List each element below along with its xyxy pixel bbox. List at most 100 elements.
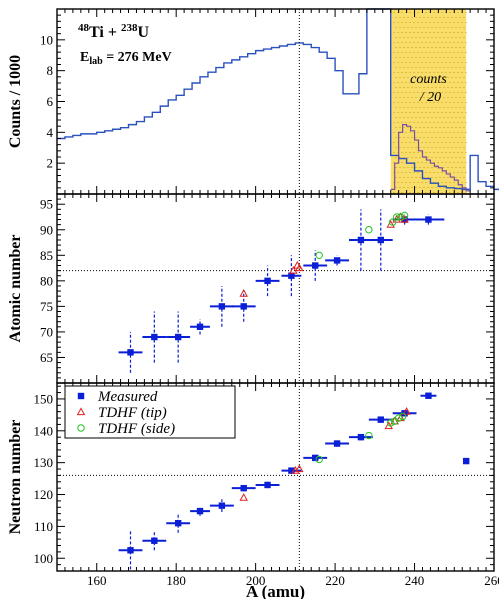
band-dot (447, 97, 449, 98)
band-dot (457, 172, 459, 173)
band-dot (399, 137, 401, 138)
band-dot (413, 82, 415, 83)
band-dot (411, 37, 413, 38)
band-dot (403, 107, 405, 108)
band-dot (431, 77, 433, 78)
band-dot (403, 167, 405, 168)
y-tick-label: 95 (40, 197, 53, 212)
band-dot (455, 77, 457, 78)
mass-number: 238 (121, 22, 138, 34)
band-dot (453, 182, 455, 183)
band-dot (435, 177, 437, 178)
band-dot (445, 62, 447, 63)
band-dot (437, 72, 439, 73)
band-dot (409, 152, 411, 153)
band-dot (425, 192, 427, 193)
band-dot (431, 117, 433, 118)
band-dot (421, 22, 423, 23)
band-dot (429, 142, 431, 143)
band-dot (407, 187, 409, 188)
band-dot (433, 52, 435, 53)
band-dot (445, 72, 447, 73)
band-dot (405, 102, 407, 103)
band-dot (403, 57, 405, 58)
band-dot (439, 157, 441, 158)
band-dot (399, 177, 401, 178)
band-dot (427, 107, 429, 108)
band-dot (413, 182, 415, 183)
band-dot (445, 42, 447, 43)
band-dot (463, 147, 465, 148)
band-dot (417, 62, 419, 63)
y-tick-label: 4 (47, 125, 54, 140)
band-dot (399, 117, 401, 118)
band-dot (447, 157, 449, 158)
band-dot (415, 87, 417, 88)
band-dot (427, 137, 429, 138)
band-dot (415, 157, 417, 158)
band-dot (425, 72, 427, 73)
x-tick-label: 180 (166, 573, 186, 588)
band-dot (433, 12, 435, 13)
band-dot (423, 87, 425, 88)
band-dot (461, 112, 463, 113)
band-dot (419, 67, 421, 68)
band-dot (397, 72, 399, 73)
band-dot (453, 82, 455, 83)
band-dot (403, 147, 405, 148)
band-dot (419, 177, 421, 178)
band-dot (395, 177, 397, 178)
band-dot (407, 97, 409, 98)
band-dot (461, 42, 463, 43)
band-dot (409, 112, 411, 113)
band-dot (457, 132, 459, 133)
data-point (151, 333, 158, 341)
band-dot (419, 147, 421, 148)
band-dot (443, 17, 445, 18)
band-dot (461, 62, 463, 63)
band-dot (425, 92, 427, 93)
band-dot (397, 182, 399, 183)
band-dot (453, 42, 455, 43)
legend-label: TDHF (tip) (98, 405, 167, 421)
band-dot (433, 172, 435, 173)
band-dot (405, 142, 407, 143)
band-dot (401, 122, 403, 123)
band-dot (393, 12, 395, 13)
band-dot (435, 127, 437, 128)
band-dot (437, 132, 439, 133)
band-dot (431, 177, 433, 178)
band-dot (459, 27, 461, 28)
band-dot (441, 192, 443, 193)
band-dot (445, 132, 447, 133)
band-dot (397, 152, 399, 153)
band-dot (411, 47, 413, 48)
band-dot (439, 87, 441, 88)
band-dot (457, 52, 459, 53)
band-dot (435, 77, 437, 78)
band-dot (403, 87, 405, 88)
data-point (377, 416, 384, 423)
data-point (295, 464, 304, 473)
band-dot (403, 67, 405, 68)
y-tick-label: 110 (34, 519, 53, 534)
band-dot (459, 137, 461, 138)
data-point (394, 414, 403, 422)
band-dot (443, 57, 445, 58)
band-dot (411, 157, 413, 158)
band-dot (439, 67, 441, 68)
band-dot (427, 87, 429, 88)
band-dot (461, 122, 463, 123)
band-dot (459, 67, 461, 68)
band-dot (439, 17, 441, 18)
band-dot (407, 107, 409, 108)
y-axis-title: Atomic number (7, 235, 24, 343)
band-dot (441, 112, 443, 113)
band-dot (465, 142, 467, 143)
band-dot (415, 27, 417, 28)
band-dot (465, 62, 467, 63)
band-dot (441, 152, 443, 153)
band-dot (435, 87, 437, 88)
y-tick-label: 10 (40, 32, 53, 47)
y-tick-label: 70 (40, 324, 53, 339)
